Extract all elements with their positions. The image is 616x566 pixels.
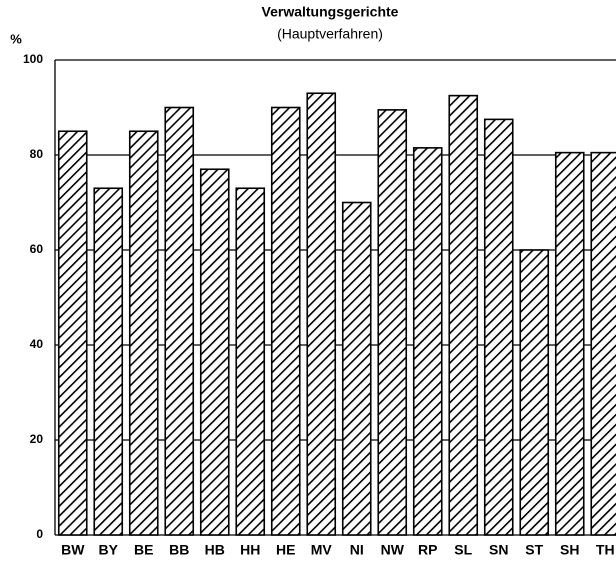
bar <box>306 92 337 536</box>
bar <box>412 147 443 536</box>
bar <box>341 201 372 536</box>
bar <box>93 187 124 536</box>
bar <box>164 106 195 536</box>
bar <box>519 249 550 536</box>
bar <box>377 109 408 536</box>
y-axis-label: % <box>10 31 22 46</box>
x-tick-label: ST <box>525 542 543 558</box>
x-tick-label: BY <box>99 542 119 558</box>
chart-title: Verwaltungsgerichte <box>262 4 399 20</box>
x-tick-label: BB <box>169 542 189 558</box>
y-tick-label: 40 <box>30 337 44 351</box>
x-tick-label: MV <box>311 542 333 558</box>
x-tick-label: HB <box>205 542 225 558</box>
bar <box>554 151 585 536</box>
y-tick-label: 0 <box>36 527 43 541</box>
bar <box>199 168 230 536</box>
bar <box>448 94 479 536</box>
bar <box>235 187 266 536</box>
x-tick-label: HE <box>276 542 295 558</box>
chart-subtitle: (Hauptverfahren) <box>277 26 383 42</box>
x-tick-label: BE <box>134 542 153 558</box>
x-tick-label: HH <box>240 542 260 558</box>
bar <box>57 130 88 536</box>
x-tick-label: SH <box>560 542 579 558</box>
bar <box>270 106 301 536</box>
x-tick-label: RP <box>418 542 437 558</box>
x-tick-label: NW <box>381 542 405 558</box>
y-tick-label: 80 <box>30 147 44 161</box>
x-tick-label: BW <box>61 542 85 558</box>
bar <box>590 151 616 536</box>
y-tick-label: 20 <box>30 432 44 446</box>
bar <box>128 130 159 536</box>
x-tick-label: TH <box>596 542 615 558</box>
bar <box>483 118 514 536</box>
x-tick-label: SL <box>454 542 472 558</box>
y-tick-label: 100 <box>23 52 43 66</box>
x-tick-label: SN <box>489 542 508 558</box>
y-tick-label: 60 <box>30 242 44 256</box>
x-tick-label: NI <box>350 542 364 558</box>
